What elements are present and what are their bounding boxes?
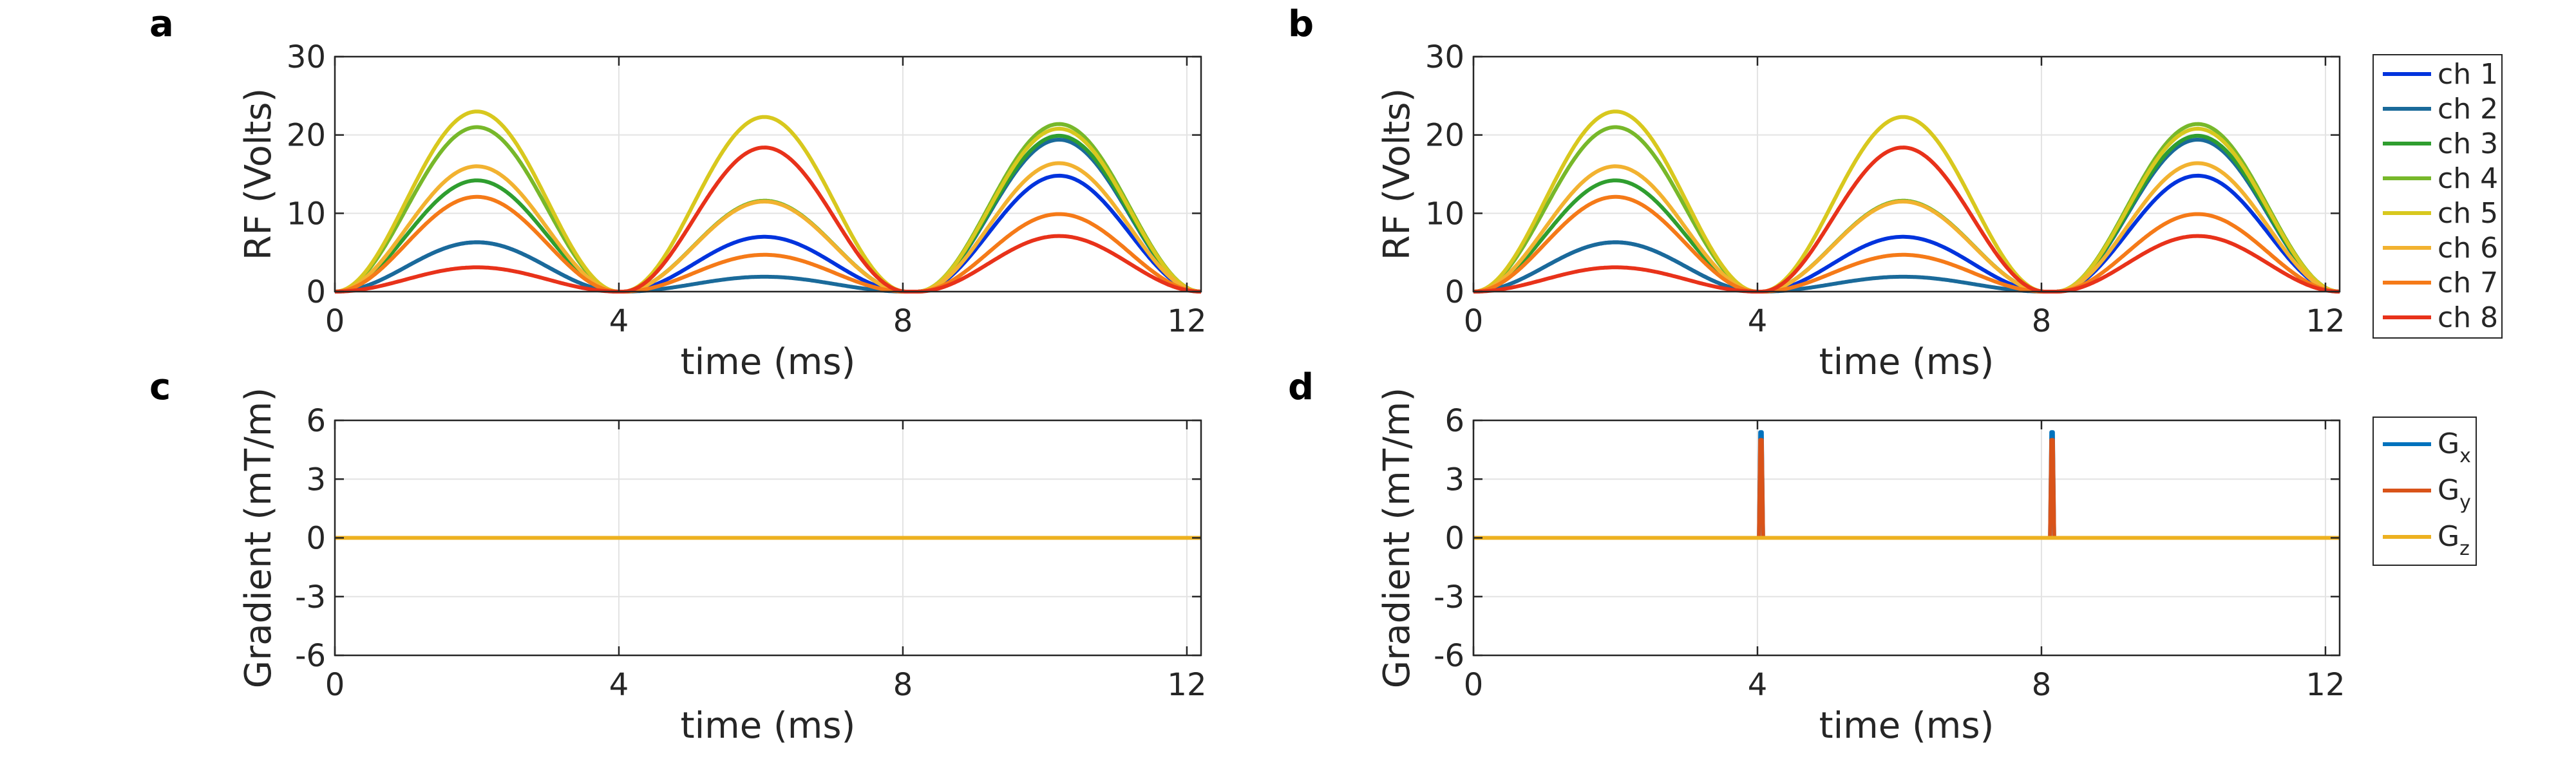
y-tick-label: 20 <box>1425 118 1464 154</box>
y-tick-label: -3 <box>1434 579 1464 615</box>
y-tick-label: 6 <box>1444 403 1464 439</box>
panel-d-ylabel: Gradient (mT/m) <box>1376 388 1418 688</box>
x-tick-label: 8 <box>893 667 913 703</box>
x-tick-label: 0 <box>1464 303 1484 339</box>
panel-b-ticks: 0 4 8 12 0 10 20 30 <box>1425 39 2345 339</box>
y-tick-label: 0 <box>1444 521 1464 557</box>
panel-c-ticks: 0 4 8 12 -6 -3 0 3 6 <box>295 403 1206 703</box>
x-tick-label: 12 <box>2306 303 2345 339</box>
x-tick-label: 12 <box>2306 667 2345 703</box>
legend-label-ch-7: ch 7 <box>2438 267 2498 299</box>
legend-gy-label: Gy <box>2438 474 2471 514</box>
panel-b-ylabel: RF (Volts) <box>1376 88 1418 261</box>
x-tick-label: 4 <box>1748 303 1768 339</box>
series-line-ch-7 <box>1473 194 2340 294</box>
panel-b-frame <box>1472 55 2341 293</box>
x-tick-label: 12 <box>1167 303 1206 339</box>
panel-c-gradient-plot: 0 4 8 12 -6 -3 0 3 6 time (ms) Gradient (mT/m) <box>238 388 1206 747</box>
panel-a-ylabel: RF (Volts) <box>238 88 279 261</box>
rf-channel-legend: ch 1ch 2ch 3ch 4ch 5ch 6ch 7ch 8 <box>2372 54 2503 339</box>
x-tick-label: 4 <box>609 303 629 339</box>
y-tick-label: -6 <box>295 638 326 674</box>
legend-gz-label: Gz <box>2438 520 2470 560</box>
series-line-ch-2 <box>334 138 1202 294</box>
y-tick-label: 0 <box>1444 274 1464 310</box>
legend-gx-label: Gx <box>2438 427 2471 467</box>
gradient-legend: Gx Gy Gz <box>2372 417 2477 566</box>
x-tick-label: 0 <box>1464 667 1484 703</box>
rf-legend-box <box>2372 54 2503 339</box>
panel-label-a: a <box>149 3 174 45</box>
series-line-ch-8 <box>1473 145 2340 294</box>
panel-a-rf-plot: 0 4 8 12 0 10 20 30 time (ms) RF (Volts) <box>238 39 1206 383</box>
panel-c-ylabel: Gradient (mT/m) <box>238 388 279 688</box>
y-tick-label: 3 <box>306 462 326 498</box>
series-line-gy <box>1473 438 2340 540</box>
panel-a-xlabel: time (ms) <box>681 341 856 383</box>
legend-label-ch-2: ch 2 <box>2438 93 2498 126</box>
x-tick-label: 4 <box>1748 667 1768 703</box>
series-line-ch-6 <box>334 161 1202 294</box>
panel-b-rf-plot: 0 4 8 12 0 10 20 30 time (ms) RF (Volts) <box>1376 39 2345 383</box>
panel-label-c: c <box>149 366 171 408</box>
panel-d-xlabel: time (ms) <box>1819 705 1994 747</box>
panel-b-curves <box>1473 109 2340 294</box>
y-tick-label: 30 <box>287 39 326 75</box>
x-tick-label: 8 <box>2032 303 2052 339</box>
series-line-ch-8 <box>334 145 1202 294</box>
legend-label-ch-1: ch 1 <box>2438 58 2498 91</box>
panel-a-ticks: 0 4 8 12 0 10 20 30 <box>287 39 1207 339</box>
series-line-ch-5 <box>334 109 1202 294</box>
y-tick-label: -6 <box>1434 638 1464 674</box>
panel-a-frame <box>334 55 1202 293</box>
y-tick-label: -3 <box>295 579 326 615</box>
panel-d-curves <box>1473 430 2340 540</box>
y-tick-label: 10 <box>287 196 326 232</box>
panel-c-xlabel: time (ms) <box>681 705 856 747</box>
legend-label-ch-8: ch 8 <box>2438 301 2498 334</box>
y-tick-label: 0 <box>306 521 326 557</box>
series-line-ch-6 <box>1473 161 2340 294</box>
x-tick-label: 4 <box>609 667 629 703</box>
y-tick-label: 30 <box>1425 39 1464 75</box>
panel-b-xlabel: time (ms) <box>1819 341 1994 383</box>
y-tick-label: 10 <box>1425 196 1464 232</box>
series-line-ch-7 <box>334 194 1202 294</box>
panel-d-gradient-plot: 0 4 8 12 -6 -3 0 3 6 time (ms) Gradient (mT/m) <box>1376 388 2345 747</box>
panel-label-d: d <box>1288 366 1314 408</box>
panel-d-ticks: 0 4 8 12 -6 -3 0 3 6 <box>1434 403 2345 703</box>
legend-label-ch-6: ch 6 <box>2438 232 2498 265</box>
legend-label-ch-3: ch 3 <box>2438 127 2498 160</box>
series-line-ch-5 <box>1473 109 2340 294</box>
x-tick-label: 8 <box>893 303 913 339</box>
legend-label-ch-4: ch 4 <box>2438 162 2498 195</box>
rf-legend-entries: ch 1ch 2ch 3ch 4ch 5ch 6ch 7ch 8 <box>2383 58 2498 334</box>
series-line-ch-1 <box>1473 173 2340 294</box>
series-line-ch-2 <box>1473 138 2340 294</box>
x-tick-label: 0 <box>325 303 345 339</box>
panel-a-curves <box>334 109 1202 294</box>
y-tick-label: 0 <box>306 274 326 310</box>
series-line-gx <box>1473 430 2340 540</box>
series-line-ch-1 <box>334 173 1202 294</box>
x-tick-label: 8 <box>2032 667 2052 703</box>
x-tick-label: 0 <box>325 667 345 703</box>
legend-label-ch-5: ch 5 <box>2438 197 2498 230</box>
y-tick-label: 3 <box>1444 462 1464 498</box>
y-tick-label: 6 <box>306 403 326 439</box>
panel-label-b: b <box>1288 3 1314 45</box>
y-tick-label: 20 <box>287 118 326 154</box>
x-tick-label: 12 <box>1167 667 1206 703</box>
